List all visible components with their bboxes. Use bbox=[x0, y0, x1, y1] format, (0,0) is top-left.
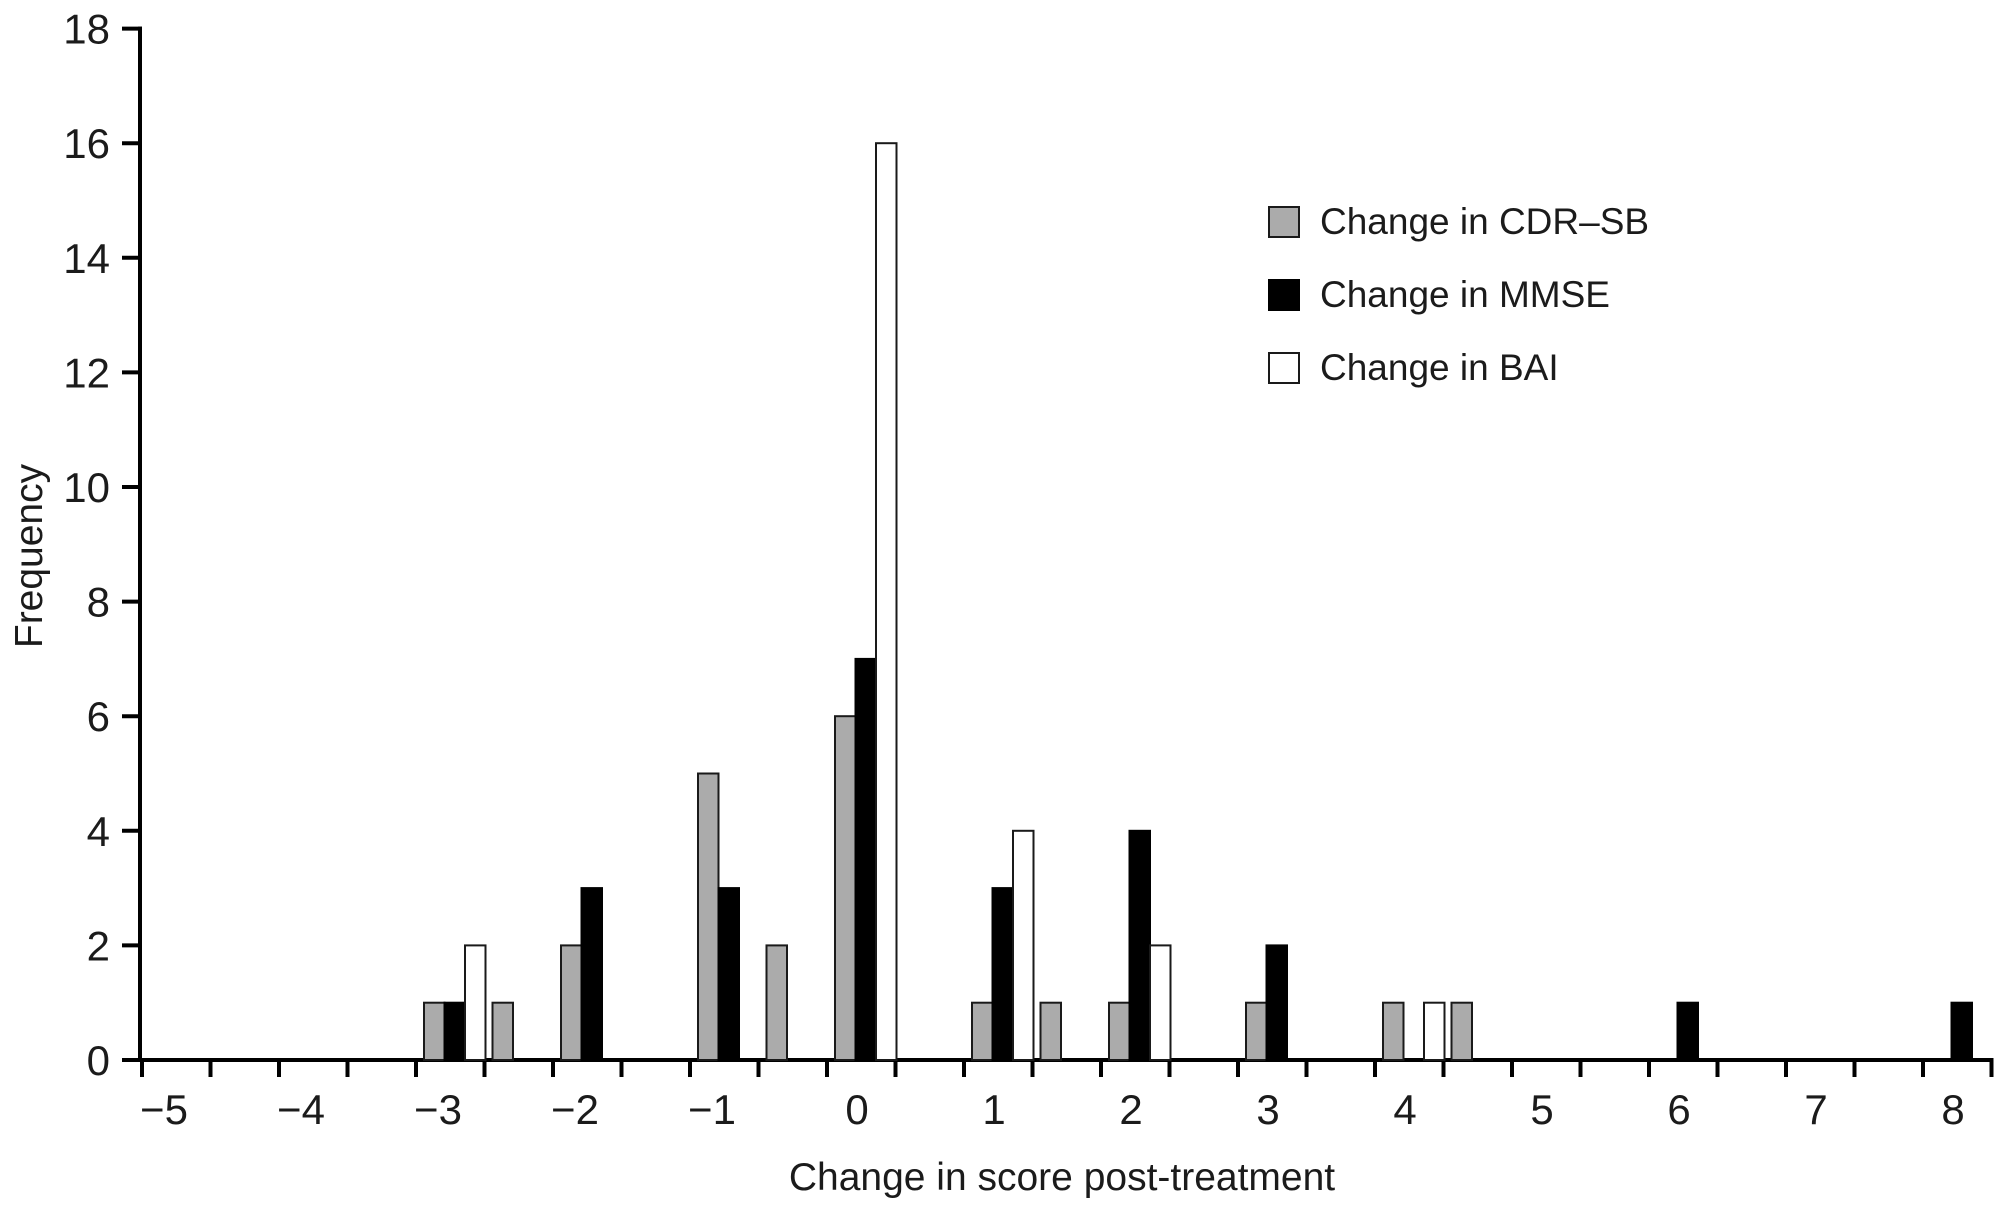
x-tick-label: −3 bbox=[414, 1086, 462, 1133]
x-tick-label: −5 bbox=[140, 1086, 188, 1133]
bar-change-in-bai-x1 bbox=[1012, 829, 1035, 1061]
x-tick-label: 1 bbox=[982, 1086, 1005, 1133]
x-tick-label: 6 bbox=[1667, 1086, 1690, 1133]
bar-change-in-bai-x2 bbox=[1149, 944, 1172, 1062]
y-tick-label: 4 bbox=[87, 808, 110, 855]
legend-label-cdr-sb: Change in CDR–SB bbox=[1320, 201, 1650, 242]
legend-label-bai: Change in BAI bbox=[1320, 347, 1559, 388]
legend-swatch-cdr-sb-icon bbox=[1268, 206, 1300, 238]
legend-item-cdr-sb: Change in CDR–SB bbox=[1268, 201, 1649, 243]
x-tick-label: 8 bbox=[1941, 1086, 1964, 1133]
bar-change-in-cdr–sb-x2 bbox=[1108, 1001, 1131, 1062]
y-tick-label: 10 bbox=[63, 464, 110, 511]
x-tick-label: 2 bbox=[1119, 1086, 1142, 1133]
legend-item-bai: Change in BAI bbox=[1268, 347, 1649, 389]
x-tick-label: −4 bbox=[277, 1086, 325, 1133]
y-tick-label: 14 bbox=[63, 235, 110, 282]
legend: Change in CDR–SB Change in MMSE Change i… bbox=[1268, 201, 1649, 389]
y-tick-label: 18 bbox=[63, 6, 110, 53]
x-tick-label: −2 bbox=[551, 1086, 599, 1133]
bar-change-in-cdr–sb-x-2 bbox=[560, 944, 583, 1062]
bar-change-in-mmse-x3 bbox=[1265, 944, 1288, 1062]
x-tick-label: 5 bbox=[1530, 1086, 1553, 1133]
y-tick-label: 8 bbox=[87, 579, 110, 626]
x-tick-label: 0 bbox=[845, 1086, 868, 1133]
y-tick-label: 2 bbox=[87, 922, 110, 969]
bar-change-in-cdr–sb-x-3 bbox=[423, 1001, 446, 1062]
bar-change-in-mmse-x-2 bbox=[580, 887, 603, 1061]
y-tick-label: 16 bbox=[63, 120, 110, 167]
bar-change-in-cdr–sb-x0 bbox=[834, 715, 857, 1061]
bar-change-in-mmse-x8 bbox=[1950, 1001, 1973, 1062]
x-tick-label: 7 bbox=[1804, 1086, 1827, 1133]
bar-change-in-bai-x4 bbox=[1423, 1001, 1446, 1062]
bar-change-in-cdr–sb-x1 bbox=[971, 1001, 994, 1062]
legend-item-mmse: Change in MMSE bbox=[1268, 274, 1649, 316]
bar-change-in-bai-x0 bbox=[875, 142, 898, 1061]
bar-change-in-mmse-x2 bbox=[1128, 829, 1151, 1061]
bar-change-in-mmse-x-1 bbox=[717, 887, 740, 1061]
bar-change-in-cdr–sb-x-1 bbox=[697, 772, 720, 1061]
x-tick-label: 4 bbox=[1393, 1086, 1416, 1133]
bar-change-in-bai-x-3 bbox=[464, 944, 487, 1062]
legend-swatch-bai-icon bbox=[1268, 352, 1300, 384]
legend-label-mmse: Change in MMSE bbox=[1320, 274, 1610, 315]
x-tick-label: 3 bbox=[1256, 1086, 1279, 1133]
y-tick-label: 12 bbox=[63, 349, 110, 396]
x-tick-label: −1 bbox=[688, 1086, 736, 1133]
y-tick-label: 6 bbox=[87, 693, 110, 740]
legend-swatch-mmse-icon bbox=[1268, 279, 1300, 311]
bar-change-in-mmse-x-3 bbox=[443, 1001, 466, 1062]
bar-change-in-mmse-x1 bbox=[991, 887, 1014, 1061]
bar-change-in-cdr–sb-x4 bbox=[1382, 1001, 1405, 1062]
y-axis-title: Frequency bbox=[8, 463, 51, 649]
bar-change-in-cdr–sb-x-0.5 bbox=[765, 944, 788, 1062]
bar-change-in-cdr–sb-x4.5 bbox=[1450, 1001, 1473, 1062]
bar-change-in-mmse-x6 bbox=[1676, 1001, 1699, 1062]
y-tick-label: 0 bbox=[87, 1037, 110, 1084]
bar-change-in-mmse-x0 bbox=[854, 657, 877, 1062]
bar-change-in-cdr–sb-x3 bbox=[1245, 1001, 1268, 1062]
bar-change-in-cdr–sb-x-2.5 bbox=[491, 1001, 514, 1062]
bar-change-in-cdr–sb-x1.5 bbox=[1039, 1001, 1062, 1062]
x-axis-title: Change in score post-treatment bbox=[788, 1156, 1336, 1199]
